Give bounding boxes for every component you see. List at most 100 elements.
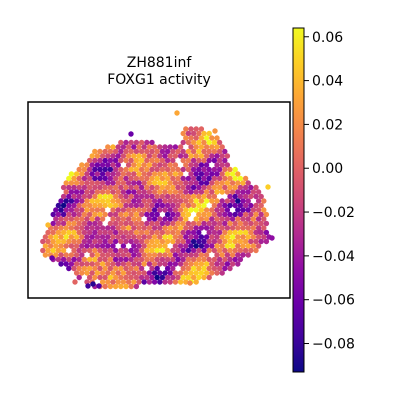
spot [224,225,231,231]
spot [229,252,236,258]
spot [201,193,207,200]
spot [193,216,199,222]
spot [97,184,103,191]
spot [112,265,119,272]
spot [216,220,223,227]
spot [167,261,173,267]
spot [94,207,101,213]
spot [55,247,62,254]
spot [79,207,85,213]
spot [144,202,150,209]
spot [261,225,267,231]
spot [242,193,249,200]
spot [128,175,134,182]
spot [76,247,82,254]
spot [190,130,197,137]
spot [227,229,233,236]
spot [206,184,212,191]
spot [196,238,202,245]
spot [157,225,163,231]
spot [263,238,270,245]
colorbar-ticks: 0.06 0.04 0.02 0.00 −0.02 −0.04 −0.06 −0.08 [304,30,355,353]
spot [196,184,202,191]
spot [115,279,121,285]
spot [50,247,56,254]
spot [136,162,142,168]
spot [154,184,160,191]
spot [248,211,254,218]
spot [261,216,267,222]
spot [250,225,257,231]
spot [149,256,155,263]
spot [193,126,199,132]
spot [190,202,197,209]
spot [190,265,197,272]
spot [107,193,114,200]
spot [162,234,168,240]
spot [144,274,150,281]
spot [175,211,181,218]
spot [136,171,142,177]
spot [79,261,85,267]
spot [112,211,119,218]
spot [172,243,179,249]
spot [71,211,77,218]
spot [81,184,88,191]
spot [164,238,171,245]
spot [159,247,166,254]
spot [138,184,145,191]
spot [157,252,163,258]
spot [206,139,212,146]
spot [240,198,246,204]
spot [97,229,103,236]
spot [193,135,199,141]
spot [201,220,207,227]
spot [193,243,199,249]
spot [102,238,108,245]
spot [66,202,72,209]
spot [128,211,134,218]
spot [115,189,121,195]
spot [185,202,192,209]
spot [133,166,140,173]
spot [224,261,231,267]
spot [209,243,215,249]
spot [175,202,181,209]
spot [128,148,134,155]
spot [175,184,181,191]
spot [222,220,228,227]
spot [53,216,59,222]
spot [159,166,166,173]
spot [206,220,212,227]
spot [81,238,88,245]
spot [201,265,207,272]
spot [144,220,150,227]
spot [227,220,233,227]
spot [263,211,270,218]
spot [242,220,249,227]
spot [68,207,75,213]
spot [185,184,192,191]
spot [123,193,129,200]
spot [112,247,119,254]
spot [110,216,116,222]
spot [209,180,215,186]
spot [89,207,95,213]
spot [79,225,85,231]
spot [123,265,129,272]
spot [131,270,137,276]
spot [245,207,251,213]
spot [188,126,194,132]
spot [102,211,108,218]
spot [136,270,142,276]
spot [224,162,231,168]
spot [222,256,228,263]
spot [180,256,186,263]
spot [45,229,51,236]
spot [97,274,103,281]
spot [193,252,199,258]
spot [89,261,95,267]
spot [255,207,262,213]
spot [157,171,163,177]
spot [120,153,127,159]
